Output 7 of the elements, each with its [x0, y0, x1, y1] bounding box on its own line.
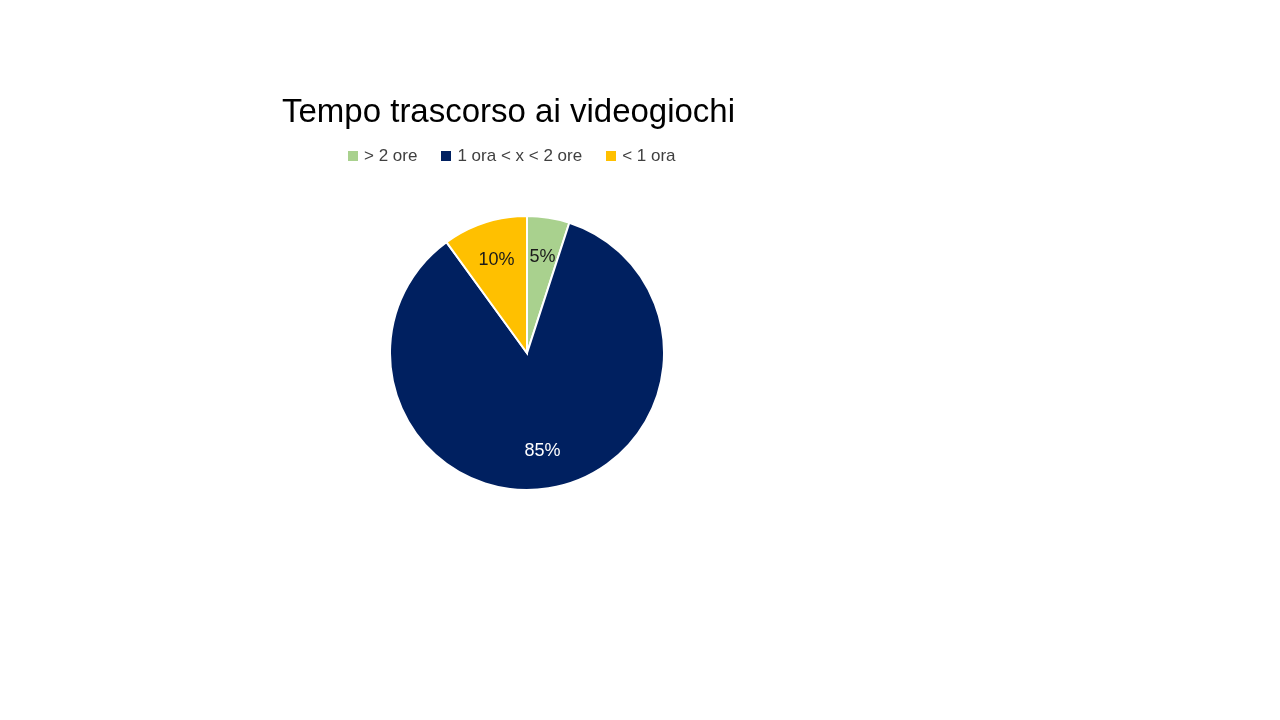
chart-title: Tempo trascorso ai videogiochi	[282, 92, 736, 130]
data-label: 10%	[478, 249, 515, 270]
legend-label: > 2 ore	[364, 146, 418, 166]
data-label: 85%	[524, 440, 561, 461]
legend-label: < 1 ora	[622, 146, 676, 166]
data-label: 5%	[529, 245, 556, 266]
legend-label: 1 ora < x < 2 ore	[457, 146, 583, 166]
